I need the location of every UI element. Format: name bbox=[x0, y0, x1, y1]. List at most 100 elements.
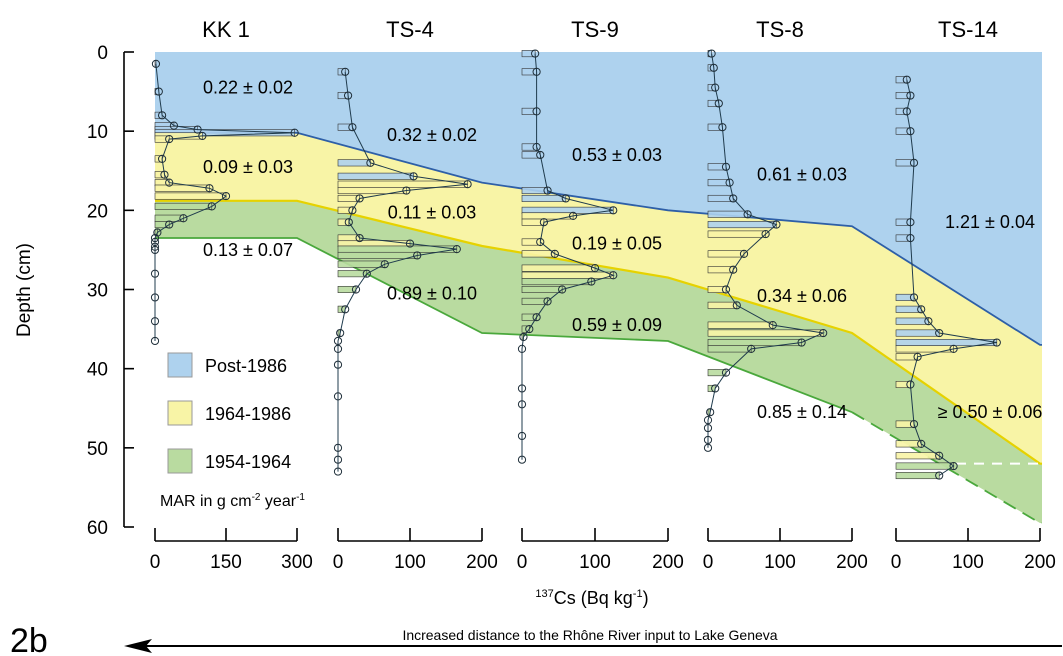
mar-labels: 0.22 ± 0.02 0.09 ± 0.03 0.13 ± 0.07 0.32 ± … bbox=[203, 78, 1042, 423]
cs137-profile-line bbox=[337, 71, 468, 472]
y-axis-label: Depth (cm) bbox=[14, 243, 35, 337]
cs137-point bbox=[721, 368, 731, 377]
core-title: KK 1 bbox=[202, 17, 250, 42]
cs137-point bbox=[532, 142, 541, 152]
y-tick-label: 0 bbox=[97, 43, 108, 64]
cs137-point bbox=[205, 184, 214, 193]
mar-label: ≥ 0.50 ± 0.06 bbox=[938, 402, 1043, 422]
cs137-point bbox=[725, 178, 734, 187]
cs137-point bbox=[543, 297, 552, 306]
cs137-point bbox=[747, 344, 756, 353]
cs137-bar bbox=[521, 278, 592, 286]
cs137-point bbox=[924, 317, 933, 326]
y-tick-label: 40 bbox=[87, 360, 108, 381]
cs137-point bbox=[703, 423, 713, 433]
cs137-bar bbox=[337, 92, 349, 100]
cs137-point bbox=[992, 338, 1001, 347]
x-tick-label: 100 bbox=[952, 552, 984, 573]
cs137-point bbox=[561, 194, 570, 203]
cs137-bar bbox=[707, 99, 720, 107]
cs137-point bbox=[739, 249, 749, 258]
cs137-point bbox=[207, 202, 216, 211]
cs137-point bbox=[729, 265, 738, 274]
cs137-point bbox=[517, 384, 527, 393]
distance-arrow bbox=[124, 639, 1062, 653]
cs137-bar bbox=[521, 250, 556, 258]
cs137-point bbox=[380, 260, 389, 269]
cs137-point bbox=[333, 336, 343, 346]
x-axis-label: 137Cs (Bq kg-1) bbox=[535, 588, 648, 608]
core-titles: KK 1 TS-4 TS-9 TS-8 TS-14 bbox=[202, 17, 998, 42]
cs137-point bbox=[150, 242, 160, 251]
depth-axis: 0 10 20 30 40 50 60 bbox=[87, 43, 134, 539]
core-title: TS-9 bbox=[571, 17, 619, 42]
band-1954-1964 bbox=[155, 200, 1042, 524]
cs137-point bbox=[768, 321, 777, 330]
boundary-line-1964 bbox=[155, 199, 1042, 465]
legend-label-1964-1986: 1964-1986 bbox=[205, 404, 291, 424]
cs137-point bbox=[158, 111, 167, 120]
cs137-point bbox=[198, 131, 207, 141]
core-title: TS-4 bbox=[386, 17, 434, 42]
cs137-point bbox=[409, 172, 418, 181]
core-title: TS-8 bbox=[756, 17, 804, 42]
cs137-point bbox=[362, 269, 371, 278]
boundary-line-1954 bbox=[155, 237, 853, 414]
cs137-profiles bbox=[150, 49, 1001, 480]
cs137-bar bbox=[707, 301, 738, 309]
mar-label: 0.09 ± 0.03 bbox=[203, 157, 293, 177]
band-post-1986 bbox=[155, 52, 1042, 345]
legend-label-1954-1964: 1954-1964 bbox=[205, 452, 291, 472]
cs137-point bbox=[355, 194, 364, 203]
cs137-bar bbox=[154, 135, 170, 143]
cs137-point bbox=[703, 435, 713, 445]
cs137-point bbox=[587, 277, 596, 286]
cs137-point bbox=[536, 237, 545, 247]
core-title: TS-14 bbox=[938, 17, 998, 42]
cs137-bar bbox=[521, 285, 563, 293]
cs137-bar bbox=[895, 462, 954, 470]
cs137-bar bbox=[154, 221, 170, 229]
cs137-axes: 0 150 300 0 100 200 0 100 200 0 100 200 0 100 200 bbox=[150, 528, 1056, 573]
mar-label: 0.34 ± 0.06 bbox=[757, 286, 847, 306]
cs137-bar bbox=[895, 76, 908, 84]
cs137-point bbox=[405, 239, 415, 248]
mar-label: 0.22 ± 0.02 bbox=[203, 78, 293, 98]
cs137-bar bbox=[707, 210, 748, 218]
cs137-point bbox=[906, 91, 915, 100]
cs137-bar bbox=[337, 218, 350, 226]
cs137-bar bbox=[154, 202, 213, 210]
cs137-point bbox=[902, 75, 911, 84]
x-tick-label: 200 bbox=[652, 552, 684, 573]
cs137-point bbox=[290, 128, 299, 137]
x-tick-label: 0 bbox=[703, 552, 714, 573]
mar-label: 0.19 ± 0.05 bbox=[572, 234, 662, 254]
cs137-point bbox=[517, 400, 527, 409]
cs137-point bbox=[336, 328, 345, 338]
cs137-point bbox=[536, 150, 545, 160]
cs137-bar bbox=[895, 107, 908, 115]
cs137-point bbox=[949, 461, 958, 471]
cs137-point bbox=[343, 91, 353, 100]
cs137-point bbox=[949, 344, 958, 353]
panel-label: 2b bbox=[10, 622, 48, 656]
cs137-point bbox=[543, 186, 552, 195]
cs137-point bbox=[761, 229, 770, 239]
cs137-point bbox=[772, 220, 781, 229]
cs137-point bbox=[150, 293, 160, 302]
cs137-bar bbox=[707, 230, 766, 238]
x-tick-label: 100 bbox=[579, 552, 611, 573]
cs137-point bbox=[193, 125, 202, 134]
cs137-point bbox=[150, 317, 160, 326]
mar-label: 0.59 ± 0.09 bbox=[572, 315, 662, 335]
cs137-point bbox=[532, 313, 541, 322]
cs137-point bbox=[517, 344, 527, 353]
legend: Post-1986 1964-1986 1954-1964 MAR in g c… bbox=[160, 352, 305, 510]
cs137-point bbox=[714, 99, 723, 108]
cs137-point bbox=[150, 233, 160, 243]
cs137-point bbox=[333, 360, 343, 369]
cs137-point bbox=[169, 121, 179, 130]
y-tick-label: 50 bbox=[87, 439, 108, 460]
cs137-point bbox=[153, 228, 162, 237]
cs137-point bbox=[402, 186, 411, 195]
